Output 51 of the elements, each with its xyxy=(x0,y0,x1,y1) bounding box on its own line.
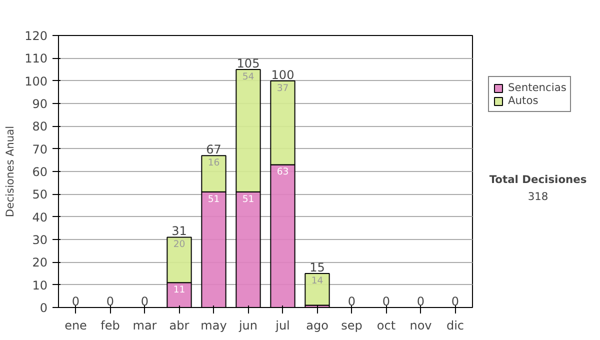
y-tick-label: 120 xyxy=(24,29,48,43)
x-tick-label: abr xyxy=(169,318,190,332)
y-tick-label: 100 xyxy=(24,74,48,88)
y-tick-label: 10 xyxy=(32,278,48,292)
y-tick-label: 80 xyxy=(32,120,48,134)
total-label: 0 xyxy=(106,294,114,308)
total-label: 0 xyxy=(348,294,356,308)
x-tick-label: jul xyxy=(274,318,290,332)
y-tick-label: 90 xyxy=(32,97,48,111)
data-label: 63 xyxy=(276,166,289,178)
x-tick-label: jun xyxy=(238,318,258,332)
y-tick-label: 50 xyxy=(32,188,48,202)
x-tick-label: sep xyxy=(341,318,362,332)
data-label: 51 xyxy=(242,194,254,205)
total-label: 0 xyxy=(451,294,460,308)
total-label: 0 xyxy=(72,294,80,308)
text: 318 xyxy=(528,190,548,203)
y-axis-title: Decisiones Anual xyxy=(4,126,17,218)
total-label: 0 xyxy=(416,294,425,308)
legend-label: Sentencias xyxy=(508,81,566,94)
data-label: 37 xyxy=(276,82,289,94)
x-tick-label: may xyxy=(200,318,227,332)
total-label: 0 xyxy=(382,294,390,308)
total-label: 105 xyxy=(236,56,260,70)
x-tick-label: ene xyxy=(64,318,87,332)
x-tick-label: oct xyxy=(376,318,396,332)
data-label: 20 xyxy=(173,239,186,250)
data-label: 51 xyxy=(208,194,220,205)
total-label: 31 xyxy=(172,224,187,238)
x-tick-label: dic xyxy=(446,318,464,332)
data-label: 14 xyxy=(311,276,324,286)
legend-label: Autos xyxy=(508,94,538,107)
y-tick-label: 70 xyxy=(32,142,48,156)
text: Total Decisiones xyxy=(489,173,587,186)
x-tick-label: mar xyxy=(132,318,157,332)
total-label: 0 xyxy=(140,294,149,308)
y-tick-label: 30 xyxy=(32,233,48,247)
data-label: 54 xyxy=(242,72,254,82)
y-tick-label: 0 xyxy=(40,301,48,315)
data-label: 16 xyxy=(208,158,220,169)
data-label: 11 xyxy=(173,284,186,296)
total-label: 100 xyxy=(271,68,294,82)
y-tick-label: 110 xyxy=(24,52,48,66)
y-tick-label: 60 xyxy=(32,165,48,179)
x-tick-label: feb xyxy=(100,318,120,332)
x-tick-label: ago xyxy=(306,318,328,332)
y-tick-label: 40 xyxy=(32,210,48,224)
y-tick-label: 20 xyxy=(32,256,48,270)
x-tick-label: nov xyxy=(410,318,432,332)
total-label: 67 xyxy=(206,142,222,157)
total-label: 15 xyxy=(310,260,325,274)
